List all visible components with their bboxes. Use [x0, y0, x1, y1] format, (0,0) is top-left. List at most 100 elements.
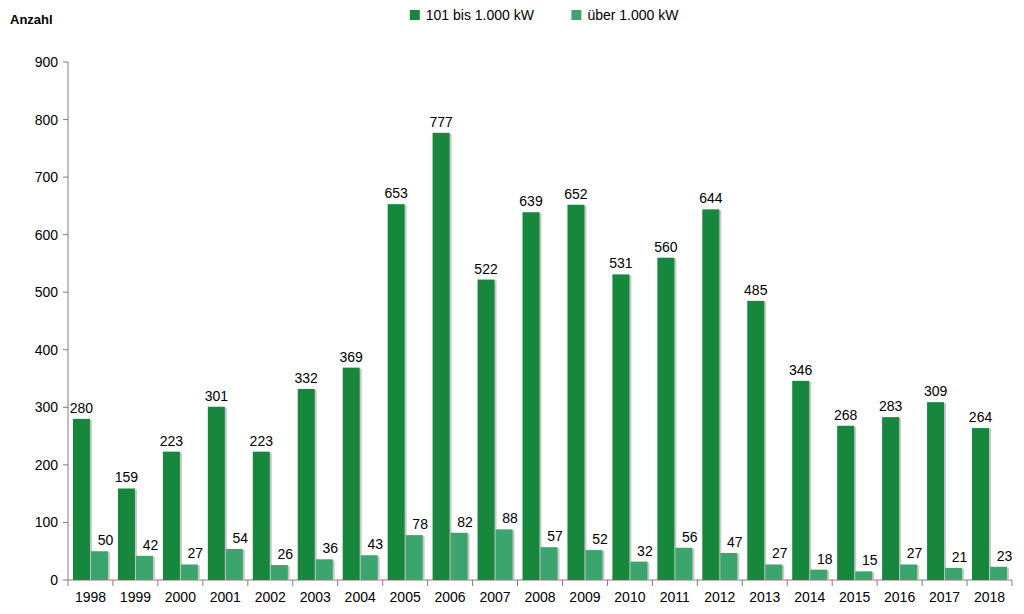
data-label: 15 [862, 552, 878, 568]
data-label: 639 [519, 193, 543, 209]
data-label: 27 [188, 545, 204, 561]
y-tick-label: 100 [35, 514, 59, 530]
data-label: 283 [879, 398, 903, 414]
bar [118, 488, 135, 580]
x-tick-label: 2017 [929, 589, 960, 605]
bar [181, 564, 198, 580]
y-tick-label: 200 [35, 457, 59, 473]
x-tick-label: 2004 [345, 589, 376, 605]
data-label: 78 [412, 516, 428, 532]
bar [451, 533, 468, 580]
data-label: 268 [834, 407, 858, 423]
bar [810, 570, 827, 580]
bar [496, 529, 513, 580]
data-label: 652 [564, 186, 588, 202]
data-label: 50 [98, 532, 114, 548]
x-tick-separator [742, 580, 743, 586]
bar [208, 407, 225, 580]
y-tick-label: 600 [35, 227, 59, 243]
bar [271, 565, 288, 580]
data-label: 280 [70, 400, 94, 416]
x-tick-label: 2001 [210, 589, 241, 605]
y-tick [63, 522, 68, 523]
data-label: 301 [205, 388, 229, 404]
x-tick-separator [967, 580, 968, 586]
bar [792, 381, 809, 580]
bar [585, 550, 602, 580]
x-tick-separator [157, 580, 158, 586]
data-label: 23 [997, 548, 1013, 564]
data-label: 21 [952, 549, 968, 565]
bar [900, 564, 917, 580]
data-label: 82 [457, 514, 473, 530]
x-tick-separator [472, 580, 473, 586]
y-tick-label: 700 [35, 169, 59, 185]
data-label: 36 [322, 540, 338, 556]
data-label: 42 [143, 537, 159, 553]
x-tick-separator [517, 580, 518, 586]
y-tick [63, 62, 68, 63]
data-label: 346 [789, 362, 813, 378]
x-tick-label: 2009 [569, 589, 600, 605]
data-label: 27 [907, 545, 923, 561]
bar [406, 535, 423, 580]
x-tick-label: 2002 [255, 589, 286, 605]
y-tick [63, 177, 68, 178]
x-tick-label: 1998 [75, 589, 106, 605]
y-tick [63, 292, 68, 293]
y-axis [68, 62, 69, 580]
bar [990, 567, 1007, 580]
bar [298, 389, 315, 580]
x-tick-separator [787, 580, 788, 586]
x-tick-label: 2011 [660, 589, 690, 605]
data-label: 332 [295, 370, 319, 386]
bar [478, 280, 495, 580]
y-tick [63, 234, 68, 235]
data-label: 26 [277, 546, 293, 562]
bar [675, 548, 692, 580]
y-tick [63, 580, 68, 581]
bar [541, 547, 558, 580]
bar [855, 571, 872, 580]
y-axis-label: Anzahl [10, 12, 53, 27]
x-tick-label: 2006 [435, 589, 466, 605]
data-label: 485 [744, 282, 768, 298]
data-label: 52 [592, 531, 608, 547]
x-tick-separator [202, 580, 203, 586]
data-label: 644 [699, 190, 723, 206]
y-tick [63, 464, 68, 465]
bar [136, 556, 153, 580]
data-label: 777 [429, 114, 453, 130]
x-tick-label: 2010 [614, 589, 645, 605]
x-tick-separator [697, 580, 698, 586]
data-label: 47 [727, 534, 743, 550]
y-tick [63, 119, 68, 120]
bar [388, 204, 405, 580]
bar [972, 428, 989, 580]
y-tick [63, 407, 68, 408]
y-tick-label: 900 [35, 54, 59, 70]
bar [567, 205, 584, 580]
x-tick-separator [68, 580, 69, 586]
bar [343, 368, 360, 580]
x-tick-separator [292, 580, 293, 586]
x-tick-separator [382, 580, 383, 586]
y-tick-label: 500 [35, 284, 59, 300]
data-label: 369 [340, 349, 364, 365]
data-label: 522 [474, 261, 498, 277]
data-label: 309 [924, 383, 948, 399]
y-tick-label: 800 [35, 112, 59, 128]
x-tick-label: 2003 [300, 589, 331, 605]
bar [720, 553, 737, 580]
x-tick-label: 2005 [390, 589, 421, 605]
bar [316, 559, 333, 580]
legend-swatch [571, 10, 581, 20]
x-tick-label: 2012 [704, 589, 735, 605]
y-tick-label: 300 [35, 399, 59, 415]
bar [702, 209, 719, 580]
bar [657, 258, 674, 580]
data-label: 88 [502, 510, 518, 526]
data-label: 56 [682, 529, 698, 545]
data-label: 43 [367, 536, 383, 552]
x-tick-label: 2000 [165, 589, 196, 605]
